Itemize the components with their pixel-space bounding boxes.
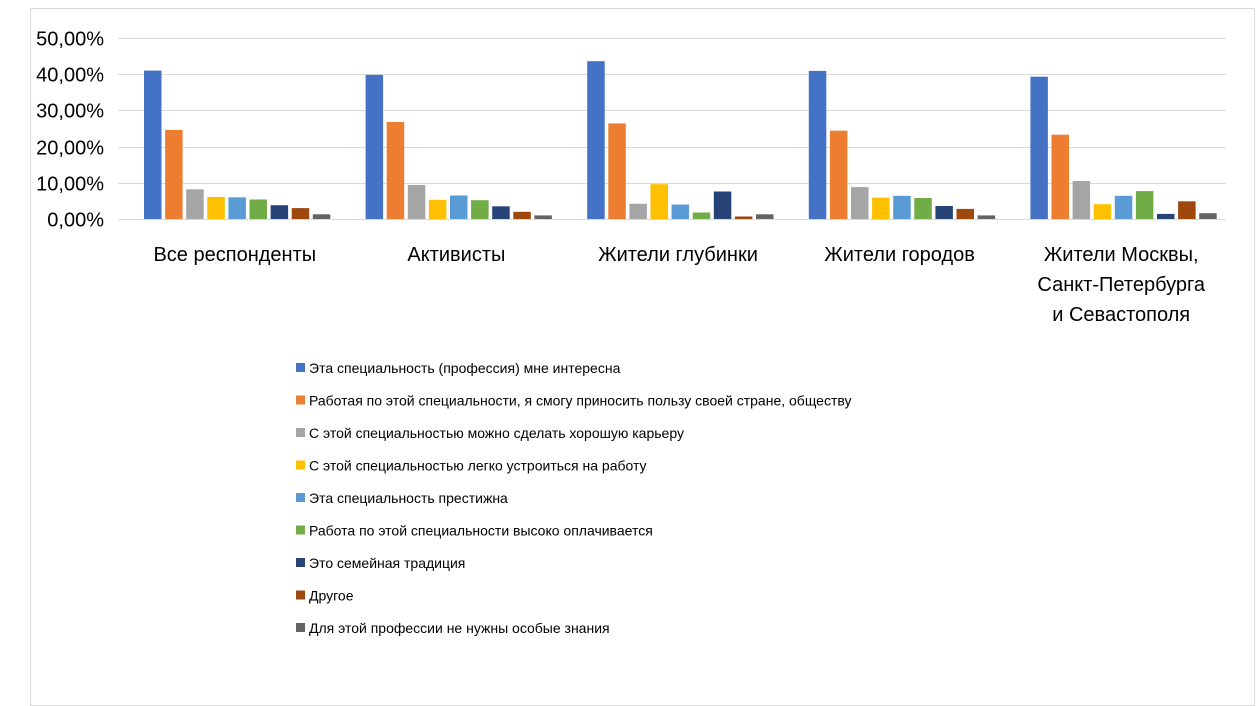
category-label: Все респонденты bbox=[153, 244, 316, 266]
bar bbox=[1114, 195, 1133, 219]
bar bbox=[270, 205, 289, 219]
bar bbox=[186, 189, 204, 219]
y-tick-label: 0,00% bbox=[47, 210, 104, 232]
bar bbox=[629, 203, 647, 219]
bars bbox=[144, 61, 1217, 220]
bar bbox=[893, 195, 911, 219]
bar bbox=[756, 214, 774, 219]
bar bbox=[872, 197, 890, 219]
grid-lines bbox=[118, 38, 1226, 220]
legend-entry: Эта специальность престижна bbox=[309, 490, 508, 506]
bar bbox=[249, 199, 267, 219]
bar bbox=[914, 198, 932, 219]
category-label: Активисты bbox=[407, 244, 505, 266]
y-tick-label: 10,00% bbox=[36, 174, 104, 196]
bar bbox=[407, 185, 426, 219]
legend-entry: С этой специальностью легко устроиться н… bbox=[309, 458, 647, 474]
bar bbox=[1178, 201, 1196, 219]
bar bbox=[956, 208, 974, 219]
y-tick-label: 20,00% bbox=[36, 138, 104, 160]
bar bbox=[1030, 76, 1048, 219]
bar bbox=[808, 70, 827, 220]
legend-swatch bbox=[296, 363, 305, 372]
bar bbox=[291, 208, 310, 219]
legend-entry: Работа по этой специальности высоко опла… bbox=[309, 523, 653, 539]
y-axis-ticks: 0,00% 10,00% 20,00% 30,00% 40,00% 50,00% bbox=[36, 29, 104, 232]
bar bbox=[228, 197, 246, 219]
bar bbox=[851, 187, 869, 219]
bar bbox=[692, 212, 711, 219]
bar bbox=[450, 195, 468, 219]
y-tick-label: 30,00% bbox=[36, 101, 104, 123]
bar bbox=[428, 199, 447, 219]
bar bbox=[671, 204, 690, 219]
legend: Эта специальность (профессия) мне интере… bbox=[296, 360, 852, 636]
legend-swatch bbox=[296, 493, 305, 502]
bar bbox=[1093, 204, 1112, 219]
bar bbox=[977, 215, 996, 219]
bar bbox=[587, 61, 605, 220]
category-label: Жители глубинки bbox=[598, 244, 758, 266]
bar bbox=[608, 123, 626, 219]
bar bbox=[1199, 213, 1217, 219]
bar bbox=[513, 211, 531, 219]
legend-entry: Для этой профессии не нужны особые знани… bbox=[309, 620, 610, 636]
legend-swatch bbox=[296, 623, 305, 632]
legend-swatch bbox=[296, 590, 305, 600]
bar bbox=[713, 191, 732, 219]
legend-entry: Эта специальность (профессия) мне интере… bbox=[309, 360, 621, 376]
bar bbox=[365, 74, 384, 220]
bar bbox=[534, 215, 552, 219]
bar bbox=[1157, 213, 1175, 219]
legend-swatch bbox=[296, 525, 305, 535]
legend-swatch bbox=[296, 460, 305, 470]
category-label: Жители Москвы, Санкт-Петербурга и Севастоп… bbox=[1037, 244, 1205, 326]
bar bbox=[1072, 181, 1091, 219]
x-axis-categories: Все респонденты Активисты Жители глубинки Ж… bbox=[153, 244, 1205, 326]
legend-entry: Работая по этой специальности, я смогу п… bbox=[309, 393, 852, 409]
bar bbox=[165, 129, 183, 219]
legend-entry: Это семейная традиция bbox=[309, 555, 465, 571]
legend-entry: Другое bbox=[309, 588, 354, 604]
bar bbox=[492, 206, 510, 219]
bar bbox=[386, 122, 405, 219]
bar bbox=[650, 184, 668, 219]
bar bbox=[829, 130, 848, 219]
legend-swatch bbox=[296, 428, 305, 437]
bar bbox=[207, 196, 225, 219]
chart-frame bbox=[30, 8, 1255, 706]
bar bbox=[935, 206, 953, 219]
bar bbox=[1135, 191, 1154, 219]
legend-swatch bbox=[296, 395, 305, 405]
bar bbox=[144, 70, 162, 219]
legend-entry: С этой специальностью можно сделать хоро… bbox=[309, 425, 684, 441]
legend-swatch bbox=[296, 558, 305, 567]
bar bbox=[1051, 134, 1069, 219]
y-tick-label: 40,00% bbox=[36, 65, 104, 87]
category-label: Жители городов bbox=[824, 244, 975, 266]
y-tick-label: 50,00% bbox=[36, 29, 104, 51]
bar bbox=[312, 214, 331, 219]
bar bbox=[471, 200, 489, 219]
bar bbox=[734, 216, 753, 219]
